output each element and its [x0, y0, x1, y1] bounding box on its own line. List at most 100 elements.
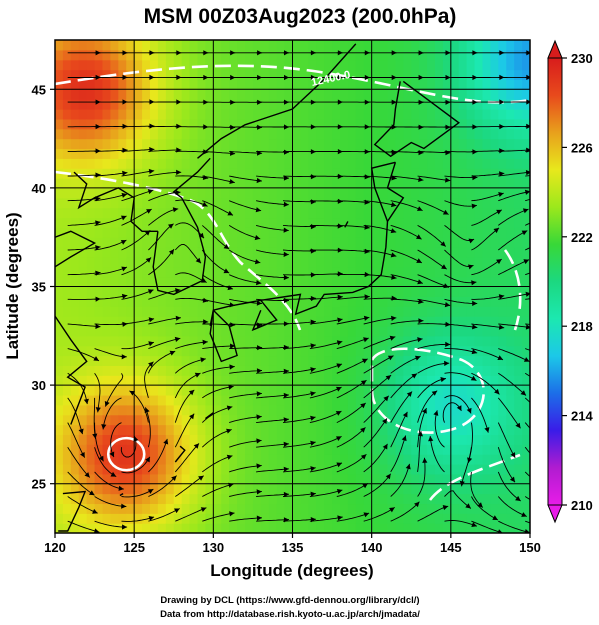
heat-cell — [332, 424, 341, 435]
streamline-arrow — [391, 149, 397, 155]
streamline-arrow — [144, 407, 150, 413]
heat-cell — [490, 178, 499, 189]
heat-cell — [110, 138, 119, 150]
heat-cell — [55, 523, 64, 533]
heat-cell — [55, 99, 64, 110]
heat-cell — [442, 227, 452, 238]
heat-cell — [229, 69, 238, 81]
heat-cell — [276, 79, 286, 90]
heat-cell — [213, 424, 222, 435]
heat-cell — [379, 109, 389, 120]
heat-cell — [205, 128, 214, 140]
heat-cell — [173, 148, 183, 159]
heat-cell — [276, 286, 286, 297]
heat-cell — [276, 256, 286, 268]
heat-cell — [252, 158, 262, 169]
x-tick-label: 120 — [44, 540, 66, 555]
heat-cell — [292, 59, 302, 71]
heat-cell — [387, 306, 397, 317]
heat-cell — [213, 89, 222, 100]
height-contour-line — [503, 249, 522, 331]
heat-cell — [435, 365, 444, 376]
heat-cell — [181, 316, 191, 327]
heat-cell — [205, 276, 214, 288]
heat-cell — [252, 197, 262, 209]
heat-cell — [450, 434, 460, 445]
height-contours — [55, 64, 530, 501]
heat-cell — [498, 463, 507, 475]
streamline — [229, 416, 262, 424]
heat-cell — [387, 247, 397, 258]
heat-cell — [340, 266, 349, 278]
heat-cell — [379, 365, 389, 376]
heat-cell — [395, 187, 404, 199]
heat-cell — [157, 355, 167, 366]
heat-cell — [363, 276, 373, 288]
heat-cell — [387, 355, 397, 366]
heat-cell — [102, 207, 112, 219]
heat-cell — [62, 306, 72, 317]
heat-cell — [221, 178, 230, 189]
heat-cell — [62, 49, 72, 61]
heat-cell — [134, 237, 143, 248]
heat-cell — [442, 138, 452, 150]
heat-cell — [181, 138, 191, 150]
heat-cell — [427, 375, 436, 386]
heat-cell — [189, 118, 199, 130]
heat-cell — [78, 237, 88, 248]
heat-cell — [363, 286, 373, 297]
heat-cell — [229, 345, 238, 357]
x-tick-label: 150 — [519, 540, 541, 555]
heat-cell — [86, 118, 96, 130]
streamline-arrow — [401, 435, 407, 442]
heat-cell — [94, 237, 104, 248]
heat-cell — [379, 296, 389, 307]
heat-cell — [86, 306, 96, 317]
heat-cell — [482, 49, 492, 61]
heat-cell — [142, 513, 151, 524]
heat-cell — [173, 335, 183, 347]
heat-cell — [142, 296, 151, 307]
heat-cell — [506, 296, 515, 307]
streamline — [282, 467, 316, 473]
streamline-arrow — [89, 490, 95, 496]
heat-cell — [276, 148, 286, 159]
streamline-arrow — [418, 318, 424, 324]
heat-cell — [332, 355, 341, 366]
heat-cell — [142, 128, 151, 140]
heat-cell — [229, 158, 238, 169]
heat-cell — [403, 247, 412, 258]
heat-cell — [490, 355, 499, 366]
heat-cell — [355, 414, 365, 426]
heat-cell — [276, 89, 286, 100]
heat-cell — [403, 306, 412, 317]
heat-cell — [324, 355, 333, 366]
streamline — [498, 520, 530, 533]
heat-cell — [181, 59, 191, 71]
heat-cell — [450, 394, 460, 406]
streamline-arrow — [382, 443, 388, 450]
y-tick-label: 45 — [32, 82, 46, 97]
streamline-arrow — [336, 340, 343, 346]
heat-cell — [435, 237, 444, 248]
heat-cell — [458, 523, 468, 533]
heat-cell — [442, 256, 452, 268]
heat-cell — [450, 168, 460, 179]
heat-cell — [308, 256, 317, 268]
heat-cell — [427, 345, 436, 357]
heat-cell — [134, 493, 143, 505]
heat-cell — [316, 118, 325, 130]
streamline-arrow — [525, 324, 530, 330]
heat-cell — [316, 404, 325, 416]
heat-cell — [157, 197, 167, 209]
heat-cell — [395, 59, 404, 71]
streamline-arrow — [148, 341, 154, 347]
heat-cell — [213, 168, 222, 179]
heat-cell — [442, 355, 452, 366]
heat-cell — [181, 325, 191, 337]
heat-cell — [237, 493, 246, 505]
heat-cell — [126, 99, 135, 110]
heat-cell — [427, 148, 436, 159]
streamline — [444, 348, 478, 354]
heat-cell — [332, 414, 341, 426]
